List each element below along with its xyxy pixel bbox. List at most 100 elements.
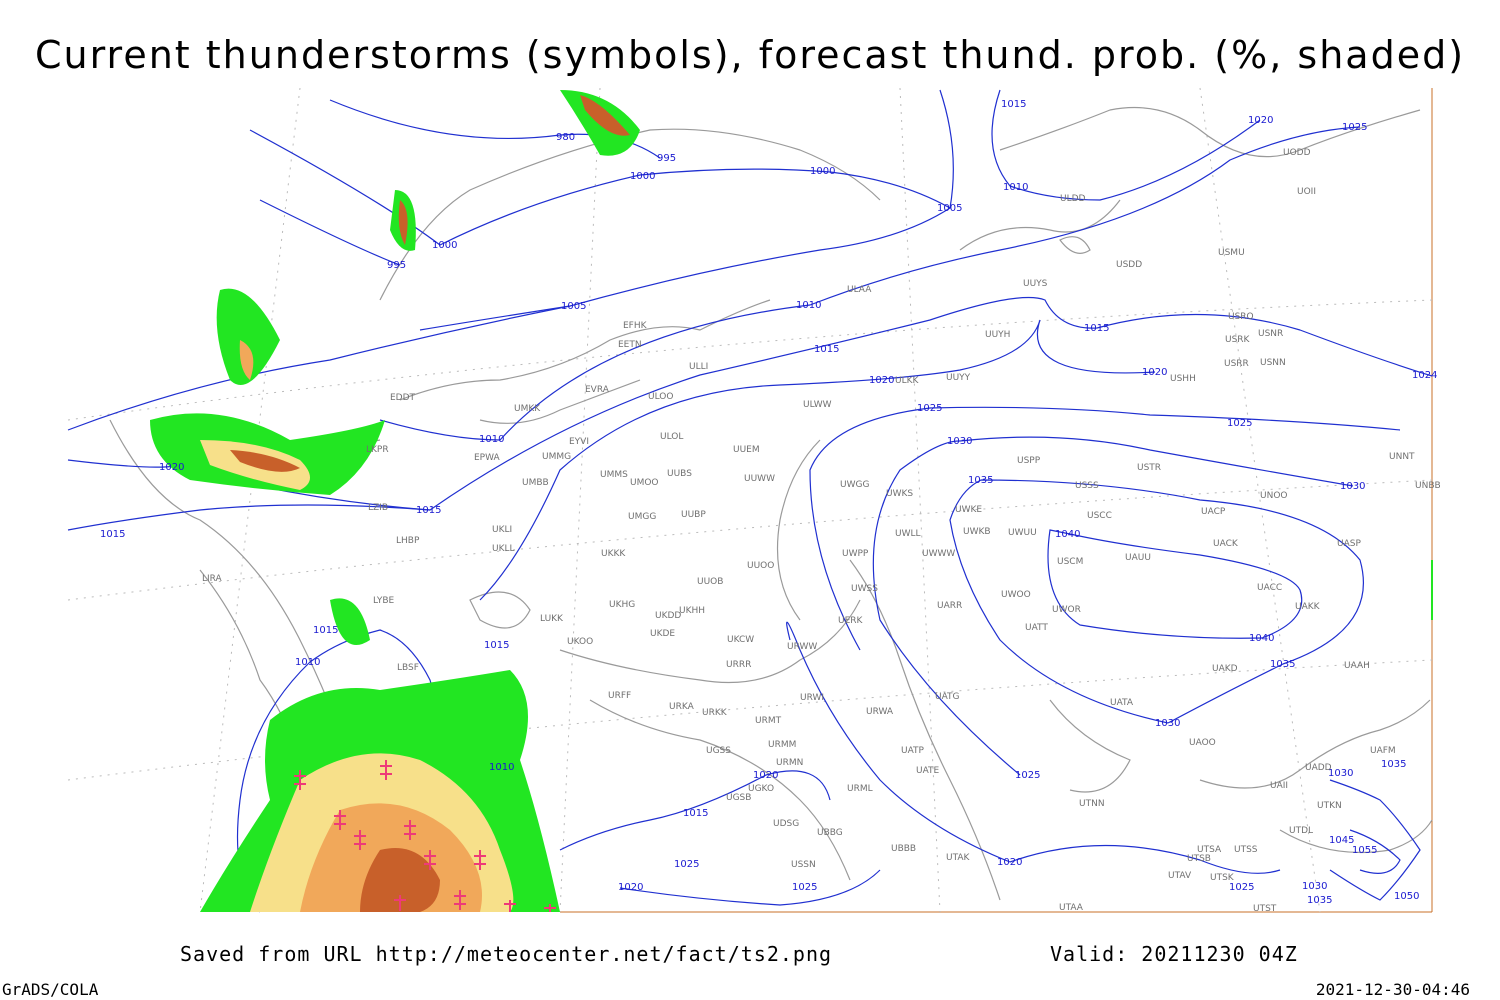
isobar-label: 1005 — [937, 203, 962, 214]
station-label: USDD — [1116, 260, 1142, 270]
isobar-label: 1020 — [1142, 367, 1167, 378]
station-label: USSS — [1075, 481, 1099, 491]
station-label: LUKK — [540, 614, 564, 624]
station-label: ULDD — [1060, 194, 1086, 204]
station-label: UWUU — [1008, 528, 1037, 538]
isobar-label: 1015 — [100, 529, 125, 540]
station-label: UUEM — [733, 445, 760, 455]
isobar-label: 1040 — [1249, 633, 1274, 644]
isobar-label: 1015 — [484, 640, 509, 651]
station-label: UUOB — [697, 577, 723, 587]
station-label: UAOO — [1189, 738, 1216, 748]
station-label: UKCW — [727, 635, 754, 645]
isobar-label: 1000 — [432, 240, 457, 251]
station-label: ULAA — [847, 285, 872, 295]
station-label: UDSG — [773, 819, 799, 829]
station-label: EETN — [618, 340, 642, 350]
station-label: UKLI — [492, 525, 512, 535]
station-label: UTST — [1253, 904, 1277, 914]
isobar-label: 980 — [556, 132, 575, 143]
station-label: UTAA — [1059, 903, 1084, 913]
station-label: UADD — [1305, 763, 1332, 773]
isobar-label: 1015 — [416, 505, 441, 516]
station-label: UKLL — [492, 544, 515, 554]
station-label: UODD — [1283, 148, 1311, 158]
isobar-label: 1025 — [1015, 770, 1040, 781]
station-label: URKA — [669, 702, 695, 712]
station-label: UWOO — [1001, 590, 1031, 600]
station-label: URRR — [726, 660, 751, 670]
isobar-label: 1020 — [753, 770, 778, 781]
station-label: UWLL — [895, 529, 921, 539]
isobar-label: 1035 — [968, 475, 993, 486]
station-label: UASP — [1337, 539, 1361, 549]
isobar-label: 1000 — [810, 166, 835, 177]
station-label: UACK — [1213, 539, 1239, 549]
isobar-label: 1030 — [947, 436, 972, 447]
station-label: URKK — [702, 708, 728, 718]
isobar-label: 1025 — [1229, 882, 1254, 893]
isobar-label: 1040 — [1055, 529, 1080, 540]
isobar-label: 1035 — [1307, 895, 1332, 906]
valid-time: Valid: 20211230 04Z — [1050, 942, 1298, 966]
station-label: UUYH — [985, 330, 1010, 340]
station-label: URMT — [755, 716, 782, 726]
station-label: URMN — [776, 758, 803, 768]
station-label: EDDT — [390, 393, 416, 403]
station-label: UARR — [937, 601, 962, 611]
station-label: UKHH — [679, 606, 705, 616]
station-label: URFF — [608, 691, 631, 701]
station-label: UGSB — [726, 793, 751, 803]
station-label: UWKE — [955, 505, 982, 515]
station-label: UMMS — [600, 470, 628, 480]
station-label: URWA — [866, 707, 894, 717]
station-label: UMOO — [630, 478, 659, 488]
station-label: UUBP — [681, 510, 706, 520]
station-label: UMGG — [628, 512, 656, 522]
isobar-label: 1010 — [295, 657, 320, 668]
station-label: USPP — [1017, 456, 1041, 466]
isobar-label: 1025 — [674, 859, 699, 870]
station-label: UBBG — [817, 828, 843, 838]
isobar-label: 1024 — [1412, 370, 1437, 381]
station-label: LZIB — [368, 503, 388, 513]
station-label: UAAH — [1344, 661, 1370, 671]
station-label: EYVI — [569, 437, 589, 447]
isobar-label: 1030 — [1340, 481, 1365, 492]
station-label: UWSS — [851, 584, 878, 594]
isobar-label: 995 — [657, 153, 676, 164]
station-label: UKKK — [601, 549, 626, 559]
station-label: UKHG — [609, 600, 635, 610]
isobar-label: 1035 — [1381, 759, 1406, 770]
station-label: USRO — [1228, 312, 1254, 322]
station-label: UACC — [1257, 583, 1282, 593]
isobars — [67, 89, 1433, 913]
station-label: UUWW — [744, 474, 775, 484]
isobar-label: 1010 — [1003, 182, 1028, 193]
station-label: USNR — [1258, 329, 1283, 339]
station-label: URWI — [800, 693, 824, 703]
isobar-label: 1045 — [1329, 835, 1354, 846]
station-label: USRK — [1225, 335, 1251, 345]
isobar-label: 1020 — [159, 462, 184, 473]
station-label: UTAV — [1168, 871, 1192, 881]
isobar-label: 1015 — [1084, 323, 1109, 334]
station-label: ULLI — [689, 362, 708, 372]
isobar-label: 1020 — [1248, 115, 1273, 126]
isobar-label: 1010 — [489, 762, 514, 773]
station-label: UMBB — [522, 478, 549, 488]
station-label: UGSS — [706, 746, 731, 756]
station-label: UAKK — [1295, 602, 1321, 612]
station-label: UMMG — [542, 452, 571, 462]
station-label: UTSK — [1210, 873, 1235, 883]
station-label: UUBS — [667, 469, 692, 479]
station-label: UUYS — [1023, 279, 1048, 289]
station-label: LBSF — [397, 663, 419, 673]
station-label: UKOO — [567, 637, 593, 647]
station-label: USNN — [1260, 358, 1286, 368]
station-label: UWKB — [963, 527, 991, 537]
isobar-label: 1020 — [997, 857, 1022, 868]
